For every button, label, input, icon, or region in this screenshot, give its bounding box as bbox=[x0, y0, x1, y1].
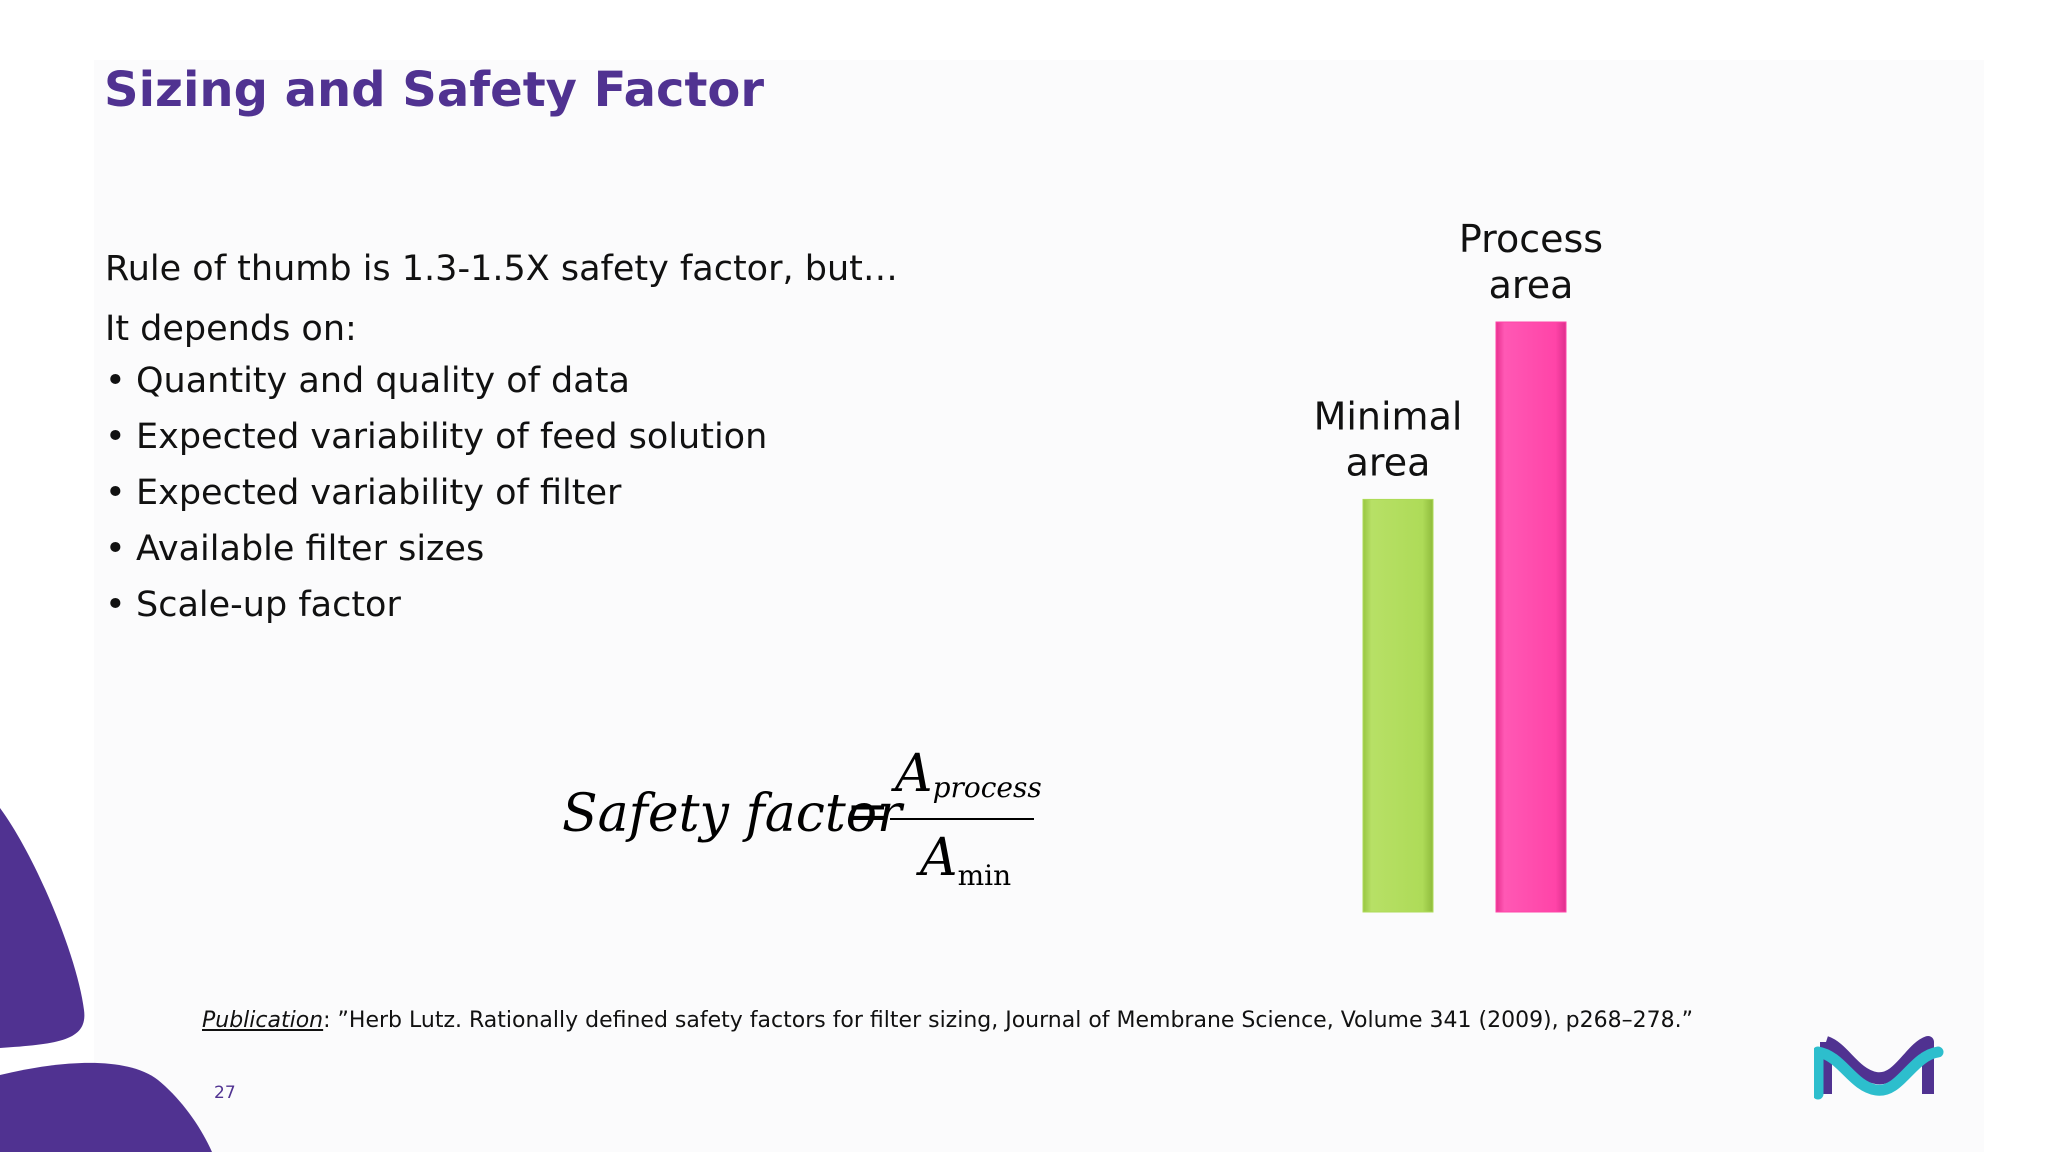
publication-text: : ”Herb Lutz. Rationally defined safety … bbox=[323, 1008, 1693, 1033]
list-item: • Scale-up factor bbox=[105, 582, 1205, 628]
body-text: Rule of thumb is 1.3-1.5X safety factor,… bbox=[105, 246, 1205, 638]
list-item-text: Expected variability of feed solution bbox=[136, 417, 768, 457]
numerator-symbol: A bbox=[895, 744, 933, 804]
safety-factor-formula: Safety factor = Aprocess Amin bbox=[562, 744, 1062, 902]
purple-corner-shape-upper bbox=[0, 808, 85, 1048]
formula-equals: = bbox=[846, 782, 890, 842]
list-item-text: Expected variability of filter bbox=[136, 473, 622, 513]
bullet-icon: • bbox=[105, 529, 126, 569]
list-item-text: Available filter sizes bbox=[136, 529, 485, 569]
citation: Publication: ”Herb Lutz. Rationally defi… bbox=[202, 1008, 1693, 1033]
fraction-line bbox=[890, 818, 1034, 820]
denominator-subscript: min bbox=[957, 859, 1012, 892]
formula-lhs: Safety factor bbox=[562, 784, 902, 844]
company-logo bbox=[1814, 1036, 1944, 1100]
bullet-icon: • bbox=[105, 585, 126, 625]
page-number: 27 bbox=[214, 1083, 236, 1103]
list-item: • Quantity and quality of data bbox=[105, 358, 1205, 404]
list-item-text: Scale-up factor bbox=[136, 585, 401, 625]
content-panel bbox=[94, 60, 1984, 1152]
numerator-subscript: process bbox=[932, 771, 1042, 804]
list-item: • Available filter sizes bbox=[105, 526, 1205, 572]
rule-of-thumb-text: Rule of thumb is 1.3-1.5X safety factor,… bbox=[105, 249, 898, 289]
bullet-list: • Quantity and quality of data • Expected … bbox=[105, 358, 1205, 628]
page-title: Sizing and Safety Factor bbox=[104, 62, 765, 118]
logo-teal-stroke bbox=[1814, 1046, 1944, 1100]
formula-numerator: Aprocess bbox=[895, 744, 1042, 804]
list-item: • Expected variability of feed solution bbox=[105, 414, 1205, 460]
depends-label: It depends on: bbox=[105, 309, 357, 349]
bullet-icon: • bbox=[105, 473, 126, 513]
denominator-symbol: A bbox=[920, 828, 958, 888]
bullet-icon: • bbox=[105, 361, 126, 401]
publication-label: Publication bbox=[202, 1008, 324, 1033]
list-item-text: Quantity and quality of data bbox=[136, 361, 630, 401]
formula-denominator: Amin bbox=[920, 828, 1011, 892]
bullet-icon: • bbox=[105, 417, 126, 457]
list-item: • Expected variability of filter bbox=[105, 470, 1205, 516]
